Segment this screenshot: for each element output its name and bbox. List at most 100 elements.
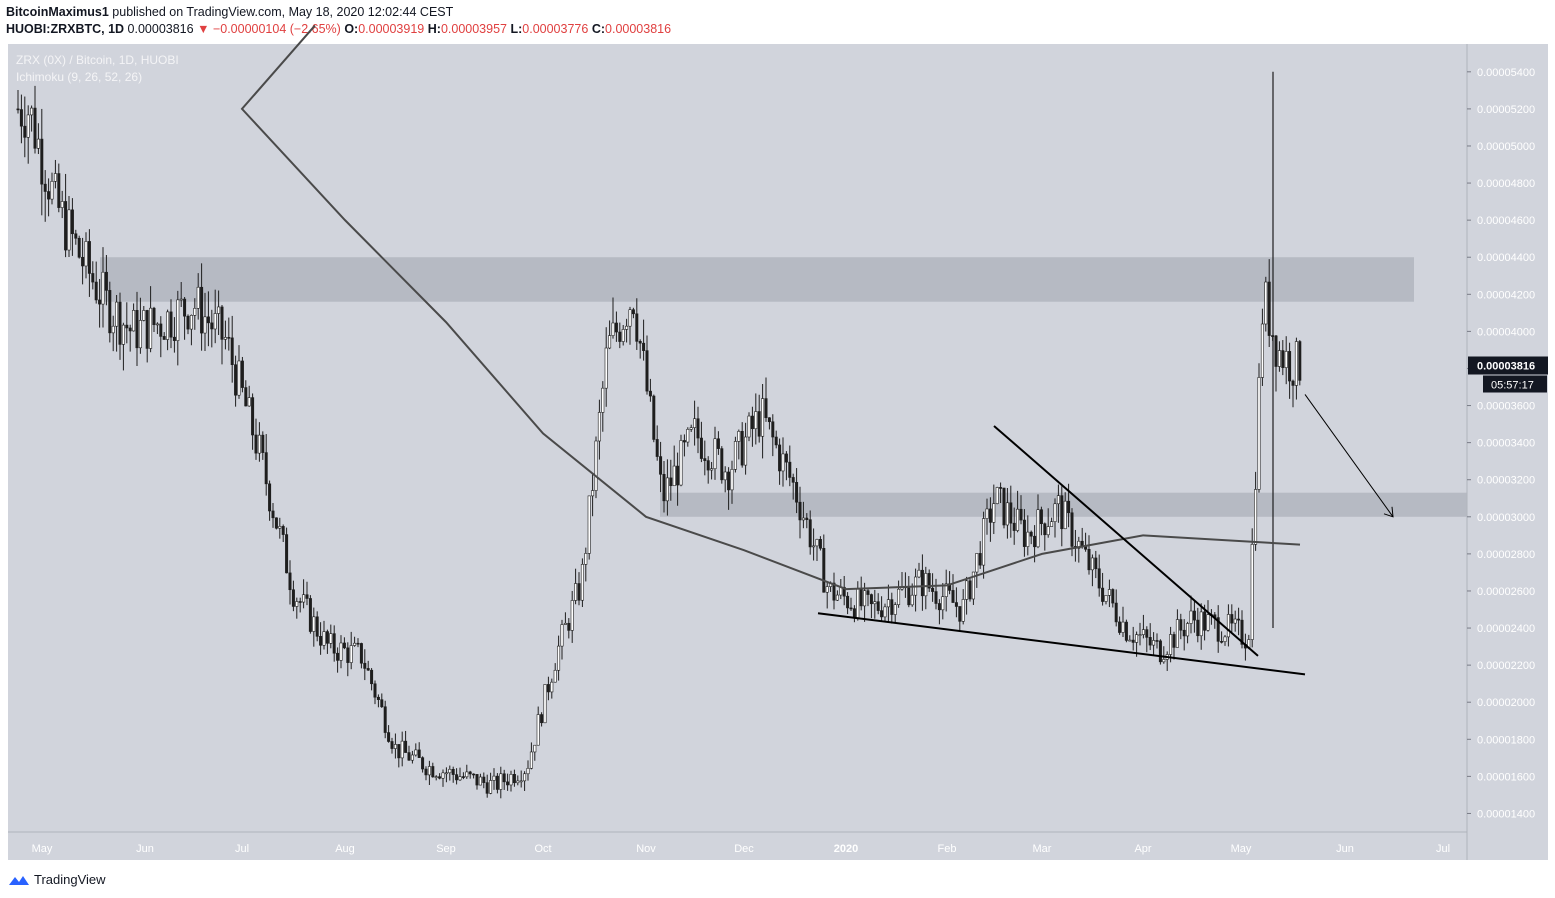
time-tick-label: Feb — [938, 843, 957, 855]
candle-body — [444, 772, 448, 775]
candle-body — [390, 741, 394, 749]
candle-body — [1118, 621, 1122, 633]
candle-body — [740, 431, 744, 466]
candle-body — [642, 342, 646, 351]
candle-body — [557, 645, 561, 671]
candle-body — [710, 468, 714, 471]
publish-info: BitcoinMaximus1 published on TradingView… — [6, 5, 453, 19]
candle-body — [115, 301, 119, 327]
time-tick-label: Apr — [1134, 843, 1151, 855]
candle-body — [907, 586, 911, 606]
candle-body — [635, 313, 639, 342]
candle-body — [988, 508, 992, 523]
candle-body — [19, 109, 23, 127]
candle-body — [512, 774, 516, 784]
price-tick-label: 0.00002400 — [1477, 623, 1535, 635]
candle-body — [189, 315, 193, 330]
candle-body — [540, 714, 544, 724]
candle-body — [1077, 540, 1081, 549]
candle-body — [1067, 500, 1071, 514]
countdown-badge — [1483, 375, 1547, 393]
last-price-badge — [1468, 356, 1548, 375]
candle-body — [703, 458, 707, 461]
candle-body — [461, 776, 465, 778]
candle-body — [274, 517, 278, 529]
indicator-legend[interactable]: Ichimoku (9, 26, 52, 26) — [16, 70, 143, 84]
candle-body — [655, 439, 659, 457]
candle-body — [172, 336, 176, 341]
candle-body — [1267, 281, 1271, 336]
candle-body — [397, 744, 401, 759]
candle-body — [159, 323, 163, 337]
candle-body — [849, 607, 853, 610]
candle-body — [696, 418, 700, 439]
candle-body — [618, 331, 622, 342]
tradingview-footer[interactable]: TradingView — [8, 872, 106, 887]
series-legend: ZRX (0X) / Bitcoin, 1D, HUOBI — [16, 53, 179, 67]
candle-body — [669, 477, 673, 487]
author-name[interactable]: BitcoinMaximus1 — [6, 5, 109, 19]
candle-body — [1056, 495, 1060, 505]
candle-body — [995, 487, 999, 504]
candle-body — [754, 411, 758, 430]
candle-body — [342, 642, 346, 649]
candle-body — [465, 771, 469, 778]
candle-body — [805, 517, 809, 520]
candle-body — [883, 606, 887, 618]
candle-body — [924, 573, 928, 597]
candle-body — [77, 237, 81, 258]
candle-body — [16, 108, 20, 111]
candle-body — [193, 308, 197, 316]
candle-body — [373, 683, 377, 698]
candle-body — [560, 624, 564, 647]
candle-body — [897, 588, 901, 605]
candle-body — [873, 601, 877, 605]
projection-arrowhead-icon — [1383, 506, 1394, 518]
candle-body — [200, 286, 204, 334]
candle-body — [747, 415, 751, 438]
candle-body — [421, 757, 425, 770]
candle-body — [366, 668, 370, 671]
candle-body — [917, 569, 921, 578]
candle-body — [1169, 634, 1173, 655]
candle-body — [179, 298, 183, 301]
candle-body — [767, 417, 771, 423]
candle-body — [353, 642, 357, 646]
candle-body — [50, 180, 54, 200]
candle-body — [1070, 512, 1074, 547]
candle-body — [716, 438, 720, 449]
candle-body — [679, 440, 683, 486]
price-tick-label: 0.00004200 — [1477, 289, 1535, 301]
candle-body — [196, 286, 200, 309]
candle-body — [455, 774, 459, 781]
time-tick-label: Jul — [1436, 843, 1450, 855]
candle-body — [234, 364, 238, 396]
candle-body — [825, 586, 829, 593]
resistance-zone — [100, 257, 1414, 302]
candle-body — [478, 776, 482, 786]
candle-body — [152, 307, 156, 326]
candle-body — [587, 495, 591, 554]
candle-body — [519, 780, 523, 783]
candle-body — [866, 590, 870, 595]
candle-body — [183, 298, 187, 317]
candle-body — [543, 684, 547, 724]
candle-body — [659, 456, 663, 475]
candle-body — [393, 744, 397, 749]
candle-body — [438, 776, 442, 779]
candle-body — [213, 313, 217, 330]
candle-body — [87, 241, 91, 274]
candle-body — [475, 774, 479, 786]
time-tick-label: May — [32, 843, 53, 855]
candle-body — [601, 387, 605, 413]
candle-body — [101, 271, 105, 305]
candle-body — [1121, 621, 1125, 633]
candle-body — [410, 754, 414, 761]
candle-body — [203, 316, 207, 334]
candle-body — [577, 583, 581, 601]
candle-body — [492, 775, 496, 781]
price-tick-label: 0.00003400 — [1477, 438, 1535, 450]
candle-body — [1240, 619, 1244, 645]
candle-body — [244, 387, 248, 407]
